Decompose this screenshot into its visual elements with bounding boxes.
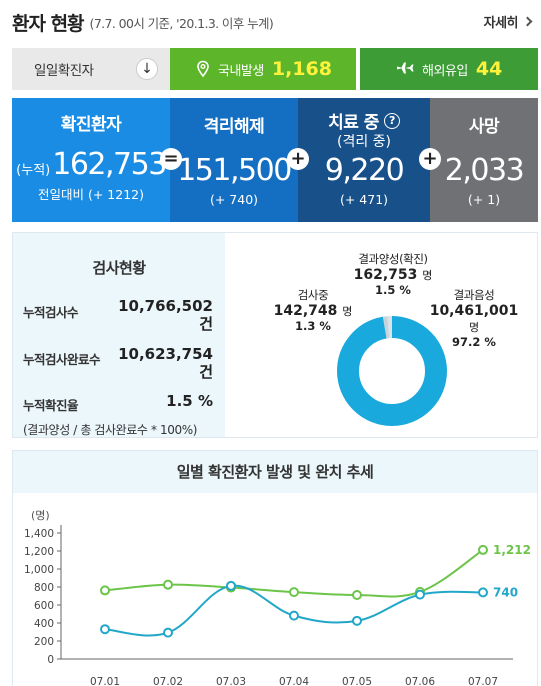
page-title: 환자 현황	[12, 12, 85, 35]
equals-icon: =	[160, 148, 182, 170]
deaths-card: 사망 2,033 (+ 1)	[430, 98, 538, 222]
treating-delta: (+ 471)	[339, 192, 389, 207]
imported-label: 해외유입	[422, 63, 468, 79]
deaths-value: 2,033	[444, 153, 525, 188]
series-point-1[interactable]	[415, 589, 425, 600]
y-tick-label: 400	[34, 618, 54, 630]
stats-row: 확진환자 (누적) 162,753 전일대비 (+ 1212) 격리해제 151…	[12, 98, 538, 222]
tests-completed-label: 누적검사완료수	[23, 352, 101, 367]
released-card: 격리해제 151,500 (+ 740)	[170, 98, 298, 222]
tests-completed-value: 10,623,754 건	[118, 345, 213, 381]
x-tick-label: 07.01	[90, 676, 120, 686]
y-tick-label: 0	[47, 654, 54, 666]
tests-title: 검사현황	[92, 259, 146, 277]
domestic-label: 국내발생	[218, 63, 264, 79]
confirmed-prefix: (누적)	[16, 163, 51, 178]
series-end-label-0: 1,212	[493, 543, 531, 557]
tests-donut-panel: 결과양성(확진) 162,753 명 1.5 % 검사중 142,748 명 1…	[225, 233, 537, 437]
treating-value: 9,220	[324, 153, 405, 188]
x-tick-label: 07.05	[342, 676, 372, 686]
series-point-0[interactable]	[100, 585, 110, 596]
trend-chart-section: 일별 확진환자 발생 및 완치 추세 (명) 0 200 400 600 800 1,000…	[12, 450, 538, 686]
domestic-box: 국내발생 1,168	[170, 48, 356, 90]
daily-confirmed-bar: 일일확진자 ↓ 국내발생 1,168 해외유입 44	[12, 48, 538, 90]
deaths-title: 사망	[468, 117, 500, 137]
page-header: 환자 현황 (7.7. 00시 기준, '20.1.3. 이후 누계) 자세히	[0, 0, 541, 44]
trend-line-chart: (명) 0 200 400 600 800 1,000 1,200 1,400 07.01 07.0…	[24, 509, 531, 686]
series-point-1[interactable]	[100, 624, 110, 635]
arrow-down-icon[interactable]: ↓	[136, 58, 158, 80]
treating-subtitle: (격리 중)	[336, 134, 391, 150]
confirmed-card: 확진환자 (누적) 162,753 전일대비 (+ 1212)	[12, 98, 170, 222]
y-unit-label: (명)	[31, 509, 50, 522]
series-point-1[interactable]	[352, 615, 362, 626]
y-tick-label: 1,200	[24, 546, 54, 558]
chart-title: 일별 확진환자 발생 및 완치 추세	[13, 451, 537, 493]
y-tick-label: 200	[34, 636, 54, 648]
tests-section: 검사현황 누적검사수 10,766,502 건 누적검사완료수 10,623,7…	[12, 232, 538, 438]
series-point-0[interactable]	[289, 587, 299, 598]
donut-label-negative: 결과음성 10,461,001 명 97.2 %	[429, 288, 519, 349]
more-link[interactable]: 자세히	[483, 12, 533, 31]
chevron-right-icon	[522, 16, 533, 27]
airplane-icon	[397, 62, 414, 74]
plus-icon: +	[419, 148, 441, 170]
treating-title: 치료 중	[328, 113, 379, 133]
x-tick-label: 07.07	[468, 676, 498, 686]
released-title: 격리해제	[203, 117, 265, 137]
tests-donut-chart	[337, 316, 447, 426]
y-tick-label: 800	[34, 582, 54, 594]
daily-label-box[interactable]: 일일확진자 ↓	[12, 48, 170, 90]
positive-rate-value: 1.5 %	[166, 392, 213, 410]
series-point-1[interactable]	[163, 627, 173, 638]
location-pin-icon	[197, 60, 209, 78]
series-point-1[interactable]	[226, 580, 236, 591]
confirmed-value: 162,753	[52, 147, 167, 182]
domestic-value: 1,168	[271, 58, 332, 80]
series-point-0[interactable]	[163, 579, 173, 590]
x-tick-label: 07.06	[405, 676, 435, 686]
donut-slice-negative	[337, 316, 447, 426]
help-icon[interactable]: ?	[383, 112, 400, 129]
more-label: 자세히	[483, 16, 519, 31]
imported-value: 44	[475, 58, 503, 80]
x-tick-label: 07.03	[216, 676, 246, 686]
series-point-1[interactable]	[478, 587, 488, 598]
series-point-1[interactable]	[289, 610, 299, 621]
treating-card: 치료 중 ? (격리 중) 9,220 (+ 471)	[298, 98, 430, 222]
donut-label-testing: 검사중 142,748 명 1.3 %	[273, 288, 353, 333]
donut-label-positive: 결과양성(확진) 162,753 명 1.5 %	[353, 252, 433, 297]
positive-rate-label: 누적확진율	[23, 398, 79, 413]
positive-rate-note: (결과양성 / 총 검사완료수 * 100%)	[23, 423, 197, 437]
imported-box: 해외유입 44	[360, 48, 538, 90]
x-tick-label: 07.02	[153, 676, 183, 686]
confirmed-title: 확진환자	[60, 115, 122, 135]
daily-label: 일일확진자	[34, 63, 94, 79]
released-delta: (+ 740)	[209, 192, 259, 207]
x-tick-label: 07.04	[279, 676, 309, 686]
plus-icon: +	[287, 148, 309, 170]
confirmed-delta: 전일대비 (+ 1212)	[38, 187, 144, 202]
tests-total-label: 누적검사수	[23, 305, 79, 320]
page-subtitle: (7.7. 00시 기준, '20.1.3. 이후 누계)	[89, 15, 274, 31]
deaths-delta: (+ 1)	[467, 192, 501, 207]
series-point-0[interactable]	[352, 590, 362, 601]
donut-slice-positive	[337, 316, 447, 426]
y-tick-label: 600	[34, 600, 54, 612]
tests-summary: 검사현황 누적검사수 10,766,502 건 누적검사완료수 10,623,7…	[13, 233, 225, 437]
y-tick-label: 1,400	[24, 528, 54, 540]
tests-total-value: 10,766,502 건	[118, 297, 213, 333]
y-tick-label: 1,000	[24, 564, 54, 576]
series-end-label-1: 740	[493, 585, 518, 599]
series-point-0[interactable]	[478, 544, 488, 555]
released-value: 151,500	[177, 153, 292, 188]
